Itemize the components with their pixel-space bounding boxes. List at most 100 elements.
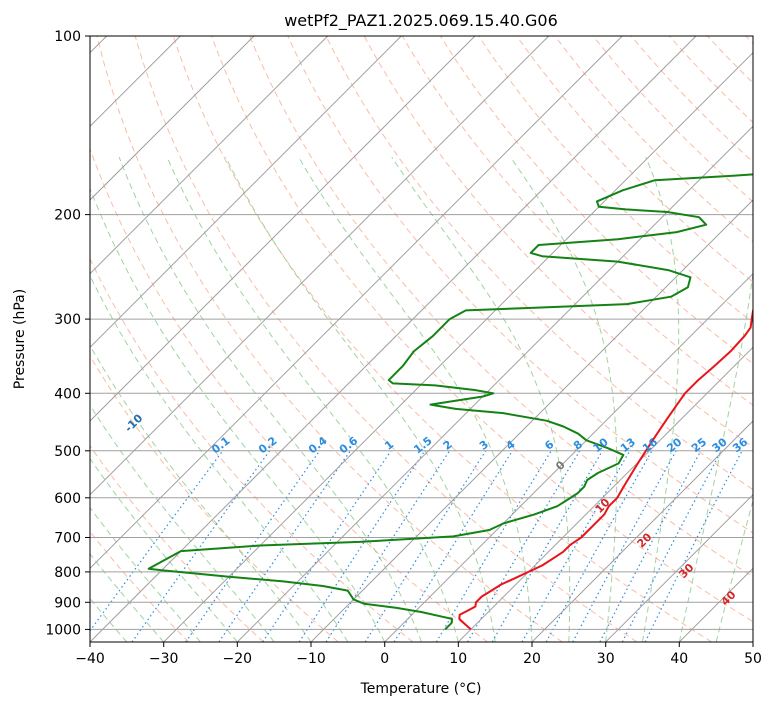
- mixing-ratio-line: [90, 450, 224, 632]
- dry-adiabat-line: [134, 36, 638, 642]
- dry-adiabat-line: [439, 36, 753, 365]
- isotherm-line: [90, 36, 476, 422]
- sounding-series: [147, 173, 753, 631]
- y-tick-label: 200: [54, 208, 81, 224]
- pressure-gridlines: [90, 36, 753, 630]
- dry-adiabat-line: [172, 36, 712, 642]
- dry-adiabat-line: [90, 444, 264, 642]
- chart-title: wetPf2_PAZ1.2025.069.15.40.G06: [284, 11, 558, 31]
- moist-adiabat-line: [90, 404, 275, 642]
- x-tick-label: 0: [380, 651, 389, 667]
- moist-adiabat-label: 10: [593, 496, 613, 516]
- mixing-ratio-label: 0.1: [209, 434, 232, 456]
- isotherm-line: [90, 36, 255, 201]
- moist-adiabat-line: [225, 156, 496, 642]
- mixing-ratio-line: [325, 450, 451, 642]
- dry-adiabat-label: -10: [122, 411, 145, 434]
- moist-adiabat-label: 20: [635, 530, 655, 550]
- moist-adiabat-line: [90, 457, 238, 642]
- moist-adiabat-line: [90, 274, 349, 642]
- x-tick-label: −30: [149, 651, 179, 667]
- mixing-ratio-line: [644, 450, 743, 642]
- mixing-ratio-line: [466, 450, 581, 642]
- plot-frame: [89, 35, 754, 643]
- moist-adiabat-line: [118, 156, 422, 642]
- plot-area: 0.10.20.40.611.52346810131620253036-100-…: [90, 36, 753, 642]
- y-tick-label: 400: [54, 386, 81, 402]
- isotherm-line: [605, 493, 753, 642]
- moist-adiabat-line: [90, 344, 312, 642]
- dry-adiabat-line: [745, 36, 753, 45]
- dewpoint-profile: [147, 173, 753, 631]
- mixing-ratio-line: [185, 450, 321, 642]
- y-tick-label: 900: [54, 595, 81, 611]
- isotherm-line: [752, 641, 753, 642]
- moist-adiabat-line: [391, 156, 571, 642]
- isotherm-line: [236, 125, 753, 642]
- isotherm-line: [90, 36, 550, 496]
- dry-adiabat-line: [211, 36, 753, 623]
- isotherm-line: [384, 272, 753, 642]
- mixing-ratio-label: 36: [730, 435, 750, 455]
- mixing-ratio-line: [218, 450, 351, 642]
- temperature-profile: [458, 308, 753, 631]
- mixing-ratio-line: [521, 450, 631, 642]
- y-axis-ticks: 100 200 300 400 500 600 700 800 900 1000: [45, 29, 90, 638]
- dry-adiabat-line: [325, 36, 753, 491]
- mixing-ratio-line: [298, 450, 426, 642]
- dry-adiabat-line: [90, 354, 339, 642]
- y-tick-label: 700: [54, 531, 81, 547]
- moist-adiabat-line: [752, 640, 753, 642]
- x-tick-label: 20: [523, 651, 541, 667]
- mixing-ratio-label: 25: [689, 435, 709, 455]
- dry-adiabat-line: [90, 147, 488, 642]
- mixing-ratio-label: 20: [664, 435, 684, 455]
- y-tick-label: 500: [54, 444, 81, 460]
- moist-adiabat-label: 30: [677, 561, 697, 581]
- x-tick-label: 10: [449, 651, 467, 667]
- dry-adiabat-line: [96, 36, 563, 642]
- isotherm-line: [90, 36, 329, 275]
- mixing-ratio-label: 0.2: [256, 434, 279, 456]
- x-tick-label: −20: [223, 651, 253, 667]
- x-tick-label: 30: [597, 651, 615, 667]
- isotherm-line: [90, 36, 623, 570]
- dry-adiabat-line: [90, 530, 190, 642]
- dry-adiabats: [90, 36, 753, 642]
- x-tick-label: 40: [670, 651, 688, 667]
- moist-adiabat-line: [298, 156, 533, 642]
- dry-adiabat-line: [478, 36, 753, 324]
- x-axis-ticks: −40 −30 −20 −10 0 10 20 30 40 50: [75, 642, 762, 667]
- isotherm-line: [531, 420, 753, 642]
- mixing-ratio-label: 0.4: [306, 434, 330, 456]
- mixing-ratio-line: [435, 450, 552, 642]
- mixing-ratio-label: 16: [640, 435, 660, 455]
- y-tick-label: 300: [54, 312, 81, 328]
- y-tick-label: 1000: [45, 622, 81, 638]
- isotherm-line: [310, 199, 753, 642]
- mixing-ratio-label: 10: [591, 435, 611, 455]
- isotherm-line: [678, 567, 753, 642]
- y-tick-label: 800: [54, 565, 81, 581]
- mixing-ratio-line: [364, 450, 487, 642]
- dry-adiabat-line: [287, 36, 753, 534]
- dry-adiabat-line: [516, 36, 753, 283]
- dry-adiabat-line: [90, 257, 414, 642]
- x-tick-label: 50: [744, 651, 762, 667]
- moist-adiabat-line: [510, 156, 618, 642]
- mixing-ratio-line: [599, 450, 702, 642]
- isotherm-line: [90, 36, 697, 642]
- y-tick-label: 100: [54, 29, 81, 45]
- dry-adiabat-line: [592, 36, 753, 203]
- x-tick-label: −40: [75, 651, 105, 667]
- mixing-ratio-label: 30: [710, 435, 730, 455]
- moist-adiabat-label: 40: [719, 588, 739, 608]
- mixing-ratio-line: [393, 450, 513, 642]
- mixing-ratio-line: [572, 450, 677, 642]
- x-axis-label: Temperature (°C): [360, 681, 482, 697]
- mixing-ratio-label: 0.6: [337, 434, 361, 456]
- x-tick-label: −10: [296, 651, 326, 667]
- line-labels: 0.10.20.40.611.52346810131620253036-100-…: [122, 411, 750, 608]
- mixing-ratio-label: 1.5: [411, 434, 434, 456]
